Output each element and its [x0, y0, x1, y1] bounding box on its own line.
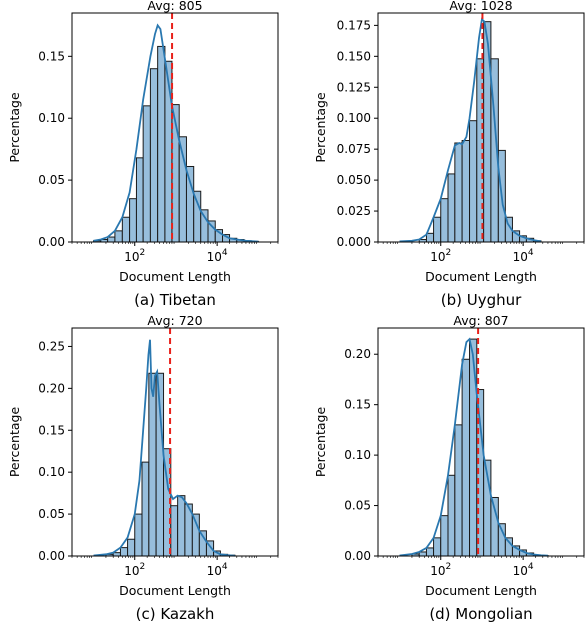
x-tick-label: 102: [430, 248, 451, 264]
x-tick-label: 104: [207, 562, 228, 578]
plot-frame: [71, 327, 279, 557]
histogram-bar: [119, 547, 129, 557]
x-axis-label: Document Length: [119, 269, 231, 284]
y-tick-label: 0.25: [38, 339, 65, 353]
histogram-bar: [135, 157, 144, 243]
histogram-bar: [418, 551, 427, 557]
histogram-bar: [149, 68, 159, 243]
y-tick-label: 0.05: [344, 499, 371, 513]
histogram-bar: [198, 530, 207, 557]
y-tick-label: 0.15: [344, 398, 371, 412]
y-tick-label: 0.175: [337, 18, 371, 32]
histogram-bar: [185, 165, 195, 243]
histogram-bar: [148, 372, 157, 557]
y-tick-label: 0.15: [38, 49, 65, 63]
histogram-bar: [129, 198, 137, 243]
panel-title: Avg: 1028: [449, 0, 512, 13]
y-axis-label: Percentage: [7, 407, 22, 478]
histogram-bar: [121, 216, 131, 243]
histogram-bar: [114, 230, 123, 243]
x-tick-label: 102: [124, 562, 145, 578]
panel-uyghur: Avg: 1028 (b) Uyghur Document Length Per…: [313, 0, 585, 309]
x-axis-label: Document Length: [425, 583, 537, 598]
panel-title: Avg: 807: [453, 313, 508, 328]
y-tick-label: 0.00: [344, 549, 371, 563]
histogram-bar: [433, 216, 442, 243]
y-tick-label: 0.050: [337, 173, 371, 187]
y-tick-label: 0.10: [344, 448, 371, 462]
histogram-bar: [112, 552, 121, 557]
histogram-bar: [469, 120, 478, 243]
y-tick-label: 0.125: [337, 80, 371, 94]
histogram-bar: [461, 358, 471, 557]
y-tick-label: 0.15: [38, 423, 65, 437]
y-tick-label: 0.00: [38, 235, 65, 249]
histogram-bar: [454, 424, 463, 557]
y-tick-label: 0.05: [38, 173, 65, 187]
panel-caption: (c) Kazakh: [136, 605, 215, 623]
histogram-bar: [107, 236, 116, 243]
y-tick-label: 0.05: [38, 507, 65, 521]
y-tick-label: 0.025: [337, 204, 371, 218]
y-tick-label: 0.10: [38, 465, 65, 479]
kde-curve: [93, 339, 235, 557]
histogram-bar: [454, 142, 463, 243]
panel-caption: (b) Uyghur: [441, 291, 522, 309]
x-axis-label: Document Length: [425, 269, 537, 284]
histogram-bar: [142, 105, 151, 243]
plot-frame: [377, 327, 585, 557]
histogram-bar: [170, 505, 179, 557]
y-tick-label: 0.20: [38, 381, 65, 395]
histogram-bar: [433, 537, 442, 557]
plot-frame: [377, 12, 585, 243]
panel-title: Avg: 720: [147, 313, 202, 328]
histogram-bar: [193, 190, 202, 243]
histogram-bar: [177, 495, 186, 557]
panel-tibetan: Avg: 805 (a) Tibetan Document Length Per…: [7, 0, 279, 309]
y-tick-label: 0.150: [337, 49, 371, 63]
y-tick-label: 0.00: [38, 549, 65, 563]
histogram-bar: [447, 173, 456, 243]
histogram-bar: [440, 515, 449, 557]
y-tick-label: 0.100: [337, 111, 371, 125]
panel-caption: (d) Mongolian: [429, 605, 532, 623]
histogram-bar: [425, 232, 435, 243]
y-axis-label: Percentage: [7, 92, 22, 163]
kde-curve: [399, 337, 549, 557]
x-tick-label: 104: [513, 248, 534, 264]
histogram-bar: [134, 513, 143, 557]
histogram-bar: [200, 209, 209, 243]
plot-frame: [71, 12, 279, 243]
x-tick-label: 104: [513, 562, 534, 578]
panel-caption: (a) Tibetan: [134, 291, 216, 309]
panel-kazakh: Avg: 720 (c) Kazakh Document Length Perc…: [7, 313, 279, 623]
panel-mongolian: Avg: 807 (d) Mongolian Document Length P…: [313, 313, 585, 623]
x-tick-label: 102: [430, 562, 451, 578]
histogram-bar: [425, 547, 435, 557]
histogram-bar: [447, 474, 456, 557]
y-tick-label: 0.000: [337, 235, 371, 249]
x-axis-label: Document Length: [119, 583, 231, 598]
histogram-bar: [469, 338, 478, 557]
y-axis-label: Percentage: [313, 92, 328, 163]
y-axis-label: Percentage: [313, 407, 328, 478]
histogram-bar: [440, 198, 449, 243]
panel-title: Avg: 805: [147, 0, 202, 13]
kde-curve: [399, 17, 542, 243]
y-tick-label: 0.10: [38, 111, 65, 125]
y-tick-label: 0.075: [337, 142, 371, 156]
histogram-bar: [127, 538, 136, 557]
x-tick-label: 104: [207, 248, 228, 264]
x-tick-label: 102: [124, 248, 145, 264]
kde-curve: [93, 23, 259, 243]
histogram-bar: [157, 45, 166, 243]
histogram-bar: [461, 139, 471, 243]
histogram-bar: [141, 461, 150, 557]
y-tick-label: 0.20: [344, 347, 371, 361]
